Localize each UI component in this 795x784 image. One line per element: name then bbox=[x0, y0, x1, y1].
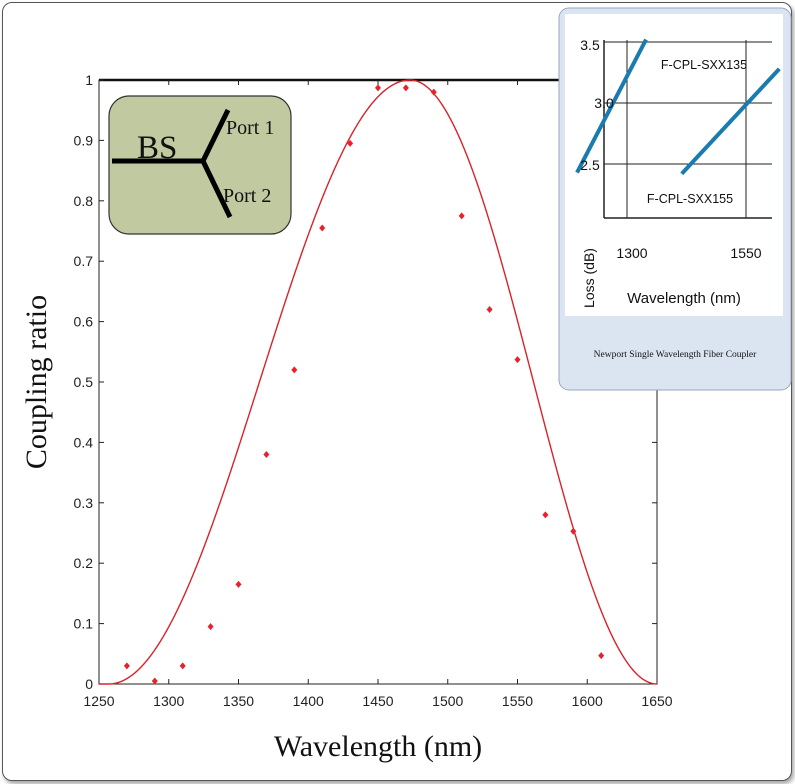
data-point bbox=[319, 224, 326, 232]
inset-series-sxx135 bbox=[575, 38, 648, 174]
data-point bbox=[207, 623, 214, 631]
port1-waveguide bbox=[200, 108, 231, 163]
inset-xtick-1550: 1550 bbox=[730, 245, 761, 261]
port2-label: Port 2 bbox=[223, 185, 271, 207]
inset-ytick-3.5: 3.5 bbox=[580, 37, 600, 53]
data-point bbox=[542, 511, 549, 519]
y-tick-label: 0.4 bbox=[74, 434, 94, 450]
data-point bbox=[123, 662, 130, 670]
x-axis-label: Wavelength (nm) bbox=[274, 730, 482, 763]
port2-waveguide bbox=[200, 159, 233, 219]
inset-xtick-1300: 1300 bbox=[616, 245, 647, 261]
newport-inset: 3.0 3.5 2.5 1300 1550 Loss (dB) Waveleng… bbox=[558, 7, 792, 391]
x-tick-label: 1550 bbox=[502, 693, 533, 709]
y-tick-label: 0.5 bbox=[74, 374, 94, 390]
y-tick-label: 0.6 bbox=[74, 314, 94, 330]
data-point bbox=[291, 366, 298, 374]
data-point bbox=[347, 139, 354, 147]
inset-caption: Newport Single Wavelength Fiber Coupler bbox=[594, 350, 757, 360]
data-point bbox=[570, 527, 577, 535]
inset-ytick-3.0: 3.0 bbox=[594, 95, 614, 111]
x-tick-label: 1300 bbox=[153, 693, 184, 709]
data-point bbox=[179, 662, 186, 670]
x-tick-label: 1250 bbox=[83, 693, 114, 709]
inset-x-label: Wavelength (nm) bbox=[627, 290, 741, 307]
x-tick-label: 1350 bbox=[223, 693, 254, 709]
y-tick-label: 0.9 bbox=[74, 132, 94, 148]
inset-y-label: Loss (dB) bbox=[581, 248, 597, 308]
data-point bbox=[598, 652, 605, 660]
inset-ytick-2.5: 2.5 bbox=[580, 157, 600, 173]
inset-label-sxx155: F-CPL-SXX155 bbox=[647, 192, 733, 206]
data-point bbox=[514, 356, 521, 364]
x-tick-label: 1500 bbox=[432, 693, 463, 709]
y-tick-label: 0.3 bbox=[74, 495, 94, 511]
data-point bbox=[263, 450, 270, 458]
data-point bbox=[375, 84, 381, 92]
y-tick-label: 0.2 bbox=[74, 555, 94, 571]
inset-chart-bg bbox=[565, 14, 783, 316]
x-tick-label: 1600 bbox=[572, 693, 603, 709]
y-tick-label: 1 bbox=[85, 72, 93, 88]
y-tick-label: 0 bbox=[85, 676, 93, 692]
bs-label: BS bbox=[137, 130, 177, 166]
data-point bbox=[458, 212, 465, 220]
y-tick-label: 0.8 bbox=[74, 193, 94, 209]
x-tick-label: 1400 bbox=[293, 693, 324, 709]
x-tick-label: 1450 bbox=[362, 693, 393, 709]
beam-splitter-schematic: BS Port 1 Port 2 bbox=[108, 95, 292, 235]
x-tick-label: 1650 bbox=[641, 693, 672, 709]
data-point bbox=[430, 88, 437, 96]
y-axis-label: Coupling ratio bbox=[20, 295, 53, 469]
y-tick-label: 0.7 bbox=[74, 253, 94, 269]
y-tick-label: 0.1 bbox=[74, 616, 94, 632]
fit-curve bbox=[99, 79, 658, 685]
data-point bbox=[235, 580, 242, 588]
port1-label: Port 1 bbox=[226, 117, 274, 139]
data-point bbox=[486, 306, 493, 314]
inset-label-sxx135: F-CPL-SXX135 bbox=[661, 58, 747, 72]
schematic-box bbox=[108, 95, 292, 235]
inset-series-sxx155 bbox=[680, 67, 781, 176]
data-point bbox=[402, 84, 409, 92]
data-point bbox=[151, 677, 158, 685]
